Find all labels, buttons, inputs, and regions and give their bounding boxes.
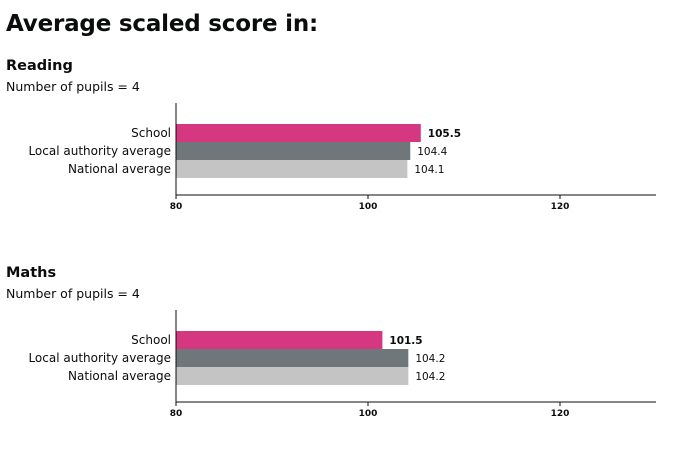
x-tick-label-120: 120 — [551, 202, 570, 212]
bar-local-authority-average — [176, 142, 411, 160]
x-tick-label-80: 80 — [170, 409, 183, 419]
category-label-national-average: National average — [68, 369, 171, 383]
bar-school — [176, 331, 383, 349]
section-title-reading: Reading — [6, 58, 73, 74]
page-title: Average scaled score in: — [6, 11, 319, 37]
bar-national-average — [176, 367, 409, 385]
x-tick-label-80: 80 — [170, 202, 183, 212]
reading-section: Reading Number of pupils = 4 School 105.5… — [0, 57, 685, 247]
category-label-school: School — [131, 333, 171, 347]
bar-local-authority-average — [176, 349, 409, 367]
reading-bar-chart: School 105.5 Local authority average 104.4 N… — [28, 103, 656, 212]
value-label-school: 101.5 — [389, 335, 422, 347]
maths-bar-chart: School 101.5 Local authority average 104.2 N… — [28, 310, 656, 419]
pupil-count-maths: Number of pupils = 4 — [6, 286, 140, 301]
value-label-national-average: 104.2 — [415, 371, 445, 383]
value-label-school: 105.5 — [428, 128, 461, 140]
value-label-local-authority-average: 104.4 — [417, 146, 447, 158]
value-label-national-average: 104.1 — [414, 164, 444, 176]
category-label-national-average: National average — [68, 162, 171, 176]
x-tick-label-100: 100 — [359, 409, 378, 419]
x-tick-label-120: 120 — [551, 409, 570, 419]
pupil-count-reading: Number of pupils = 4 — [6, 79, 140, 94]
bar-national-average — [176, 160, 408, 178]
category-label-school: School — [131, 126, 171, 140]
category-label-local-authority-average: Local authority average — [28, 144, 171, 158]
x-tick-label-100: 100 — [359, 202, 378, 212]
section-title-maths: Maths — [6, 265, 57, 281]
bar-school — [176, 124, 421, 142]
category-label-local-authority-average: Local authority average — [28, 351, 171, 365]
value-label-local-authority-average: 104.2 — [415, 353, 445, 365]
maths-section: Maths Number of pupils = 4 School 101.5 Lo… — [0, 264, 685, 454]
